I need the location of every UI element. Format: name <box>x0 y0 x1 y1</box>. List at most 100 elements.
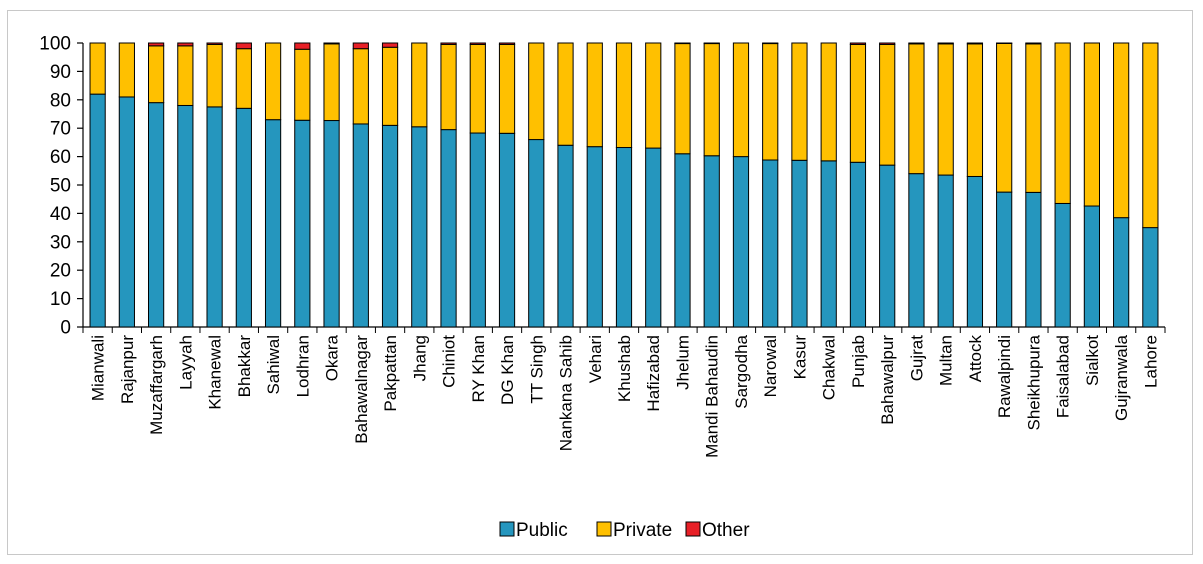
y-tick-label: 10 <box>50 289 71 310</box>
bar-segment-private <box>440 43 457 131</box>
category-label: Sheikhupura <box>1024 334 1043 430</box>
bar-segment-other <box>966 42 984 45</box>
bar-segment-private <box>206 43 223 108</box>
category-label: Nankana Sahib <box>557 335 576 451</box>
bar-segment-public <box>1113 217 1130 328</box>
y-tick-label: 40 <box>50 204 71 225</box>
bar-segment-private <box>411 42 428 128</box>
bar-segment-private <box>1083 42 1100 207</box>
y-tick-label: 50 <box>50 176 71 197</box>
category-label: Sargodha <box>732 334 751 408</box>
bar-segment-public <box>469 132 486 328</box>
bar-segment-public <box>294 119 311 328</box>
category-label: Bahawalnagar <box>352 335 371 444</box>
y-tick-label: 0 <box>60 318 71 339</box>
category-label: RY Khan <box>469 335 488 402</box>
bar-segment-other <box>1025 42 1042 45</box>
bar-segment-private <box>849 43 867 163</box>
legend-label-other: Other <box>702 520 750 541</box>
bar-segment-public <box>1054 202 1071 328</box>
category-label: Mandi Bahaudin <box>703 335 722 458</box>
bar-segment-public <box>1083 205 1100 328</box>
y-tick-label: 20 <box>50 261 71 282</box>
bar-segment-private <box>352 48 369 125</box>
bar-segment-public <box>586 146 603 328</box>
bar-segment-private <box>1113 42 1130 219</box>
category-label: Rawalpindi <box>995 335 1014 418</box>
bar-segment-other <box>294 42 311 50</box>
bar-segment-public <box>235 107 252 328</box>
category-label: Rajanpur <box>118 335 137 404</box>
bar-segment-private <box>528 42 545 141</box>
bar-segment-public <box>996 191 1013 328</box>
bar-segment-private <box>1142 42 1159 229</box>
bar-segment-public <box>615 147 633 328</box>
y-tick-label: 100 <box>39 34 71 55</box>
bar-segment-other <box>762 42 779 45</box>
bar-segment-other <box>235 42 252 50</box>
bar-segment-private <box>645 42 662 149</box>
bar-segment-public <box>762 159 779 328</box>
category-label: Narowal <box>761 335 780 397</box>
bar-segment-other <box>996 42 1013 44</box>
bar-segment-other <box>381 42 399 48</box>
y-tick-label: 80 <box>50 90 71 111</box>
legend: Public Private Other <box>499 520 750 541</box>
bar-segment-private <box>732 42 750 158</box>
bar-segment-other <box>206 42 223 45</box>
bar-segment-private <box>674 43 691 155</box>
bar-segment-private <box>118 42 135 98</box>
bar-segment-public <box>966 175 984 328</box>
category-label: Lodhran <box>293 335 312 397</box>
bar-segment-private <box>323 43 340 122</box>
y-tick-label: 90 <box>50 62 71 83</box>
bar-segment-public <box>177 104 194 328</box>
category-label: Mianwali <box>89 335 108 401</box>
category-label: Pakpattan <box>381 335 400 412</box>
bar-segment-public <box>820 160 837 328</box>
bar-segment-public <box>849 161 867 328</box>
bar-segment-public <box>791 159 808 328</box>
bar-segment-public <box>411 126 428 328</box>
bar-segment-public <box>323 120 340 328</box>
category-label: Faisalabad <box>1054 335 1073 418</box>
category-label: Jhang <box>410 335 429 381</box>
bar-segment-public <box>879 164 896 328</box>
bar-segment-private <box>148 45 165 104</box>
category-label: Chakwal <box>820 335 839 400</box>
category-label: Khushab <box>615 335 634 402</box>
legend-swatch-public <box>499 521 515 537</box>
bar-segment-public <box>89 93 106 328</box>
legend-label-public: Public <box>516 520 568 541</box>
bar-segment-other <box>937 42 954 45</box>
bar-segment-private <box>879 43 896 166</box>
bar-segment-other <box>148 42 165 47</box>
category-label: Sahiwal <box>264 335 283 395</box>
category-label: Multan <box>937 335 956 386</box>
category-label: Punjab <box>849 335 868 388</box>
plot-area: 0 10 20 30 40 50 60 70 80 90 100 Mianwali Rajanpur Mu… <box>39 34 1166 458</box>
category-label: Kasur <box>790 335 809 380</box>
category-label: Vehari <box>586 335 605 383</box>
category-label: Bahawalpur <box>878 335 897 425</box>
bar-segment-private <box>586 42 603 148</box>
bar-segment-private <box>89 42 106 95</box>
category-label: Khanewal <box>206 335 225 410</box>
bar-segment-other <box>469 42 486 45</box>
bar-segment-private <box>791 42 808 161</box>
bar-segment-private <box>762 43 779 161</box>
bar-segment-private <box>498 43 516 134</box>
bar-segment-private <box>703 43 720 157</box>
bar-segment-public <box>264 119 282 328</box>
bar-segment-public <box>1025 191 1042 328</box>
bar-segment-public <box>732 156 750 328</box>
bar-segment-private <box>966 43 984 177</box>
category-label: Lahore <box>1141 335 1160 388</box>
bar-segment-other <box>440 42 457 45</box>
bar-segment-other <box>323 42 340 45</box>
bar-segment-public <box>908 173 925 328</box>
y-tick-label: 60 <box>50 147 71 168</box>
bar-segment-private <box>937 43 954 176</box>
bar-segment-other <box>352 42 369 50</box>
